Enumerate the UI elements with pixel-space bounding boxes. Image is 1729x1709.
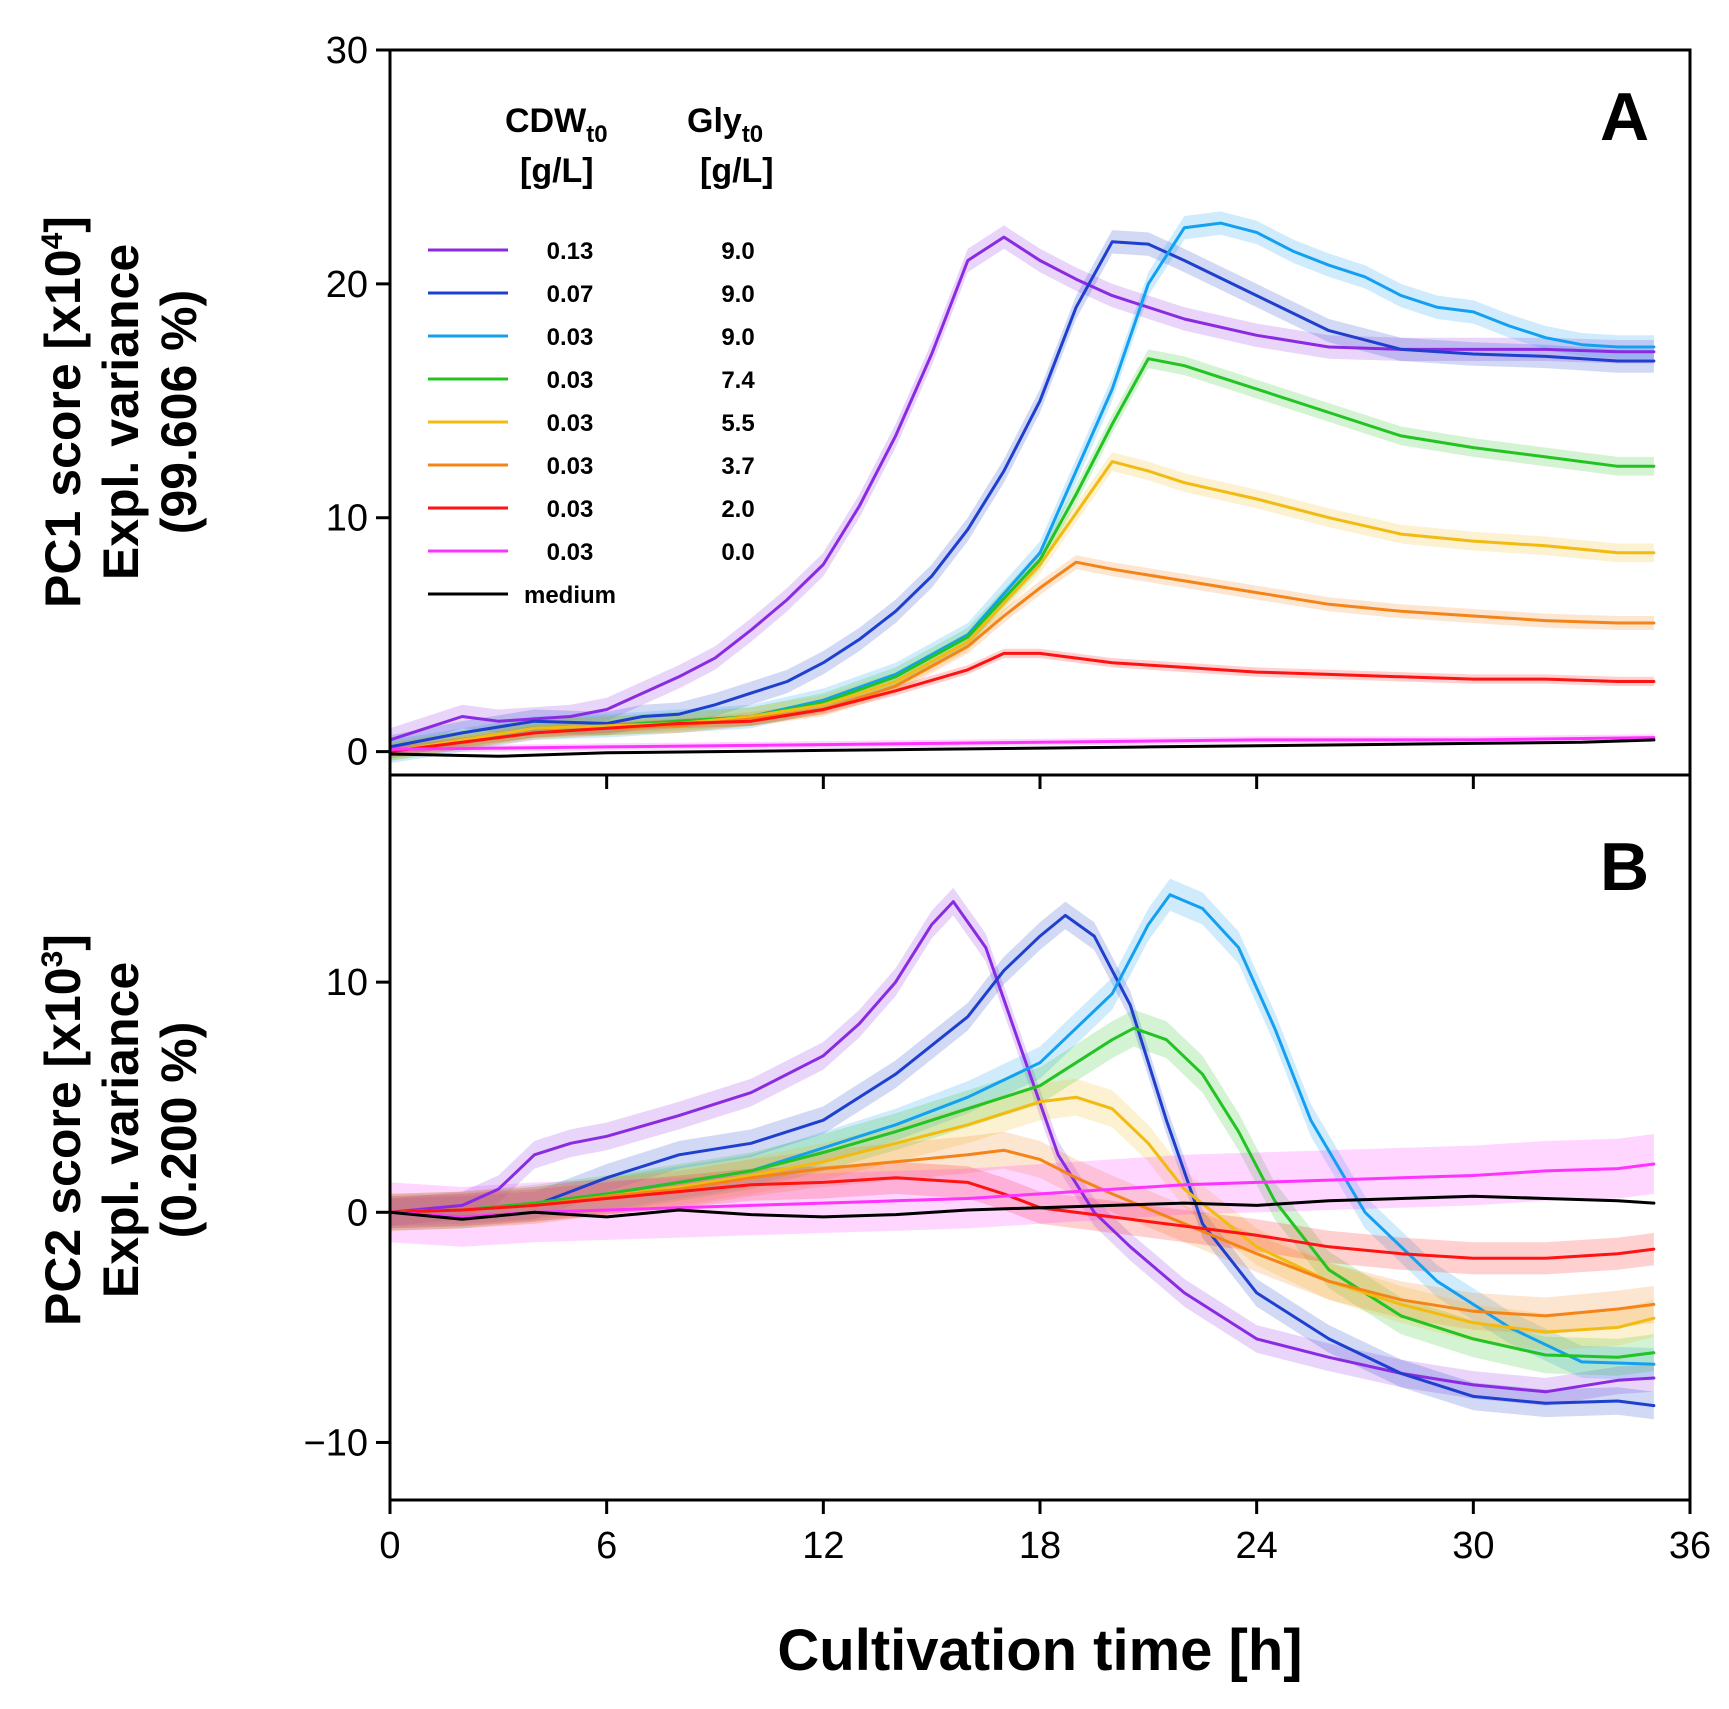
legend-cdw-value: 0.03 — [547, 410, 594, 437]
panel-b-y-tick-label: −10 — [304, 1422, 368, 1464]
panel-b-label: B — [1600, 829, 1649, 905]
panel-b: −10 0 10 0 6 12 18 24 30 36 B PC2 score [x103] E… — [35, 773, 1711, 1683]
panel-a-ylabel-line2: Expl. variance — [93, 244, 149, 580]
panel-b-x-ticks: 0 6 12 18 24 30 36 — [379, 1500, 1711, 1567]
legend-entries: 0.13 9.0 0.07 9.0 0.03 9.0 0.03 7.4 0.03 5.5 0.03 3… — [428, 238, 755, 609]
svg-text:PC1 score [x104]: PC1 score [x104] — [35, 216, 91, 608]
x-tick-label: 6 — [596, 1525, 617, 1567]
panel-b-y-title: PC2 score [x103] Expl. variance (0.200 %… — [35, 934, 207, 1326]
panel-a-y-tick-label: 10 — [326, 498, 368, 540]
legend-cdw-value: 0.07 — [547, 281, 594, 308]
legend-gly-value: 9.0 — [721, 324, 754, 351]
panel-a-ylabel-sup: 4 — [36, 232, 69, 249]
legend-cdw-value: 0.03 — [547, 539, 594, 566]
legend-gly-value: 3.7 — [721, 453, 754, 480]
panel-b-bands — [390, 878, 1654, 1420]
legend-gly-value: 2.0 — [721, 496, 754, 523]
panel-b-series-0-03-0-0 — [388, 1162, 1656, 1219]
panel-b-ylabel-line1: PC2 score [x10 — [35, 967, 91, 1326]
x-tick-label: 30 — [1452, 1525, 1494, 1567]
panel-a-y-ticks: 0 10 20 30 — [326, 30, 390, 774]
legend-cdw-value: 0.13 — [547, 238, 594, 265]
legend-cdw-value: medium — [524, 582, 616, 609]
panel-a-y-tick-label: 20 — [326, 264, 368, 306]
panel-a-x-ticks — [388, 775, 1692, 789]
panel-b-band-0-07-9-0 — [390, 901, 1654, 1420]
legend-gly-value: 9.0 — [721, 281, 754, 308]
panel-a-ylabel-line3: (99.606 %) — [151, 290, 207, 535]
panel-a-series-medium — [388, 738, 1656, 758]
panel-a-y-tick-label: 0 — [347, 732, 368, 774]
panel-a-series-0-03-2-0 — [388, 651, 1656, 754]
panel-a-ylabel-end: ] — [35, 216, 91, 233]
panel-b-band-0-03-0-0 — [390, 1134, 1654, 1247]
panel-a-band-0-13-9-0 — [390, 225, 1654, 752]
panel-b-ylabel-end: ] — [35, 934, 91, 951]
legend-cdw-value: 0.03 — [547, 324, 594, 351]
panel-a-lines — [388, 221, 1656, 758]
legend-col1-unit: [g/L] — [520, 152, 594, 190]
panel-a-series-0-07-9-0 — [388, 240, 1656, 749]
svg-text:PC2 score [x103]: PC2 score [x103] — [35, 934, 91, 1326]
panel-b-frame — [388, 773, 1692, 1502]
panel-b-series-medium — [388, 1194, 1656, 1221]
panel-a-ylabel-line1: PC1 score [x10 — [35, 249, 91, 608]
legend-gly-value: 7.4 — [721, 367, 755, 394]
panel-b-ylabel-line3: (0.200 %) — [151, 1022, 207, 1239]
panel-a-y-tick-label: 30 — [326, 30, 368, 72]
x-tick-label: 12 — [802, 1525, 844, 1567]
legend-col2-unit: [g/L] — [700, 152, 774, 190]
x-tick-label: 24 — [1236, 1525, 1278, 1567]
x-tick-label: 18 — [1019, 1525, 1061, 1567]
panel-a-label: A — [1600, 79, 1649, 155]
legend-cdw-value: 0.03 — [547, 453, 594, 480]
panel-b-series-0-03-2-0 — [388, 1176, 1656, 1260]
panel-a: 0 10 20 30 A PC1 score [x104] Expl. varianc… — [35, 30, 1692, 789]
panel-a-y-title: PC1 score [x104] Expl. variance (99.606 … — [35, 216, 207, 608]
legend-cdw-value: 0.03 — [547, 367, 594, 394]
panel-b-ylabel-line2: Expl. variance — [93, 962, 149, 1298]
panel-b-series-0-07-9-0 — [388, 913, 1656, 1408]
x-axis-title: Cultivation time [h] — [777, 1618, 1302, 1683]
x-tick-label: 0 — [379, 1525, 400, 1567]
panel-b-y-tick-label: 0 — [347, 1192, 368, 1234]
panel-b-lines — [388, 893, 1656, 1408]
panel-a-series-0-13-9-0 — [388, 235, 1656, 742]
legend: CDWt0 [g/L] Glyt0 [g/L] 0.13 9.00.07 9.00.… — [428, 102, 774, 609]
panel-b-y-ticks: −10 0 10 — [304, 962, 390, 1464]
panel-b-series-0-13-9-0 — [388, 900, 1656, 1394]
legend-gly-value: 9.0 — [721, 238, 754, 265]
panel-b-series-0-03-3-7 — [388, 1148, 1656, 1318]
legend-col1-head: CDWt0 — [505, 102, 608, 148]
legend-cdw-value: 0.03 — [547, 496, 594, 523]
panel-b-series-0-03-7-4 — [388, 1026, 1656, 1359]
panel-b-ylabel-sup: 3 — [36, 951, 69, 968]
panel-b-y-tick-label: 10 — [326, 962, 368, 1004]
x-tick-label: 36 — [1669, 1525, 1711, 1567]
legend-col2-head: Glyt0 — [687, 102, 763, 148]
panel-a-series-0-03-5-5 — [388, 460, 1656, 754]
legend-gly-value: 5.5 — [721, 410, 754, 437]
legend-gly-value: 0.0 — [721, 539, 754, 566]
panel-a-series-0-03-0-0 — [388, 736, 1656, 751]
